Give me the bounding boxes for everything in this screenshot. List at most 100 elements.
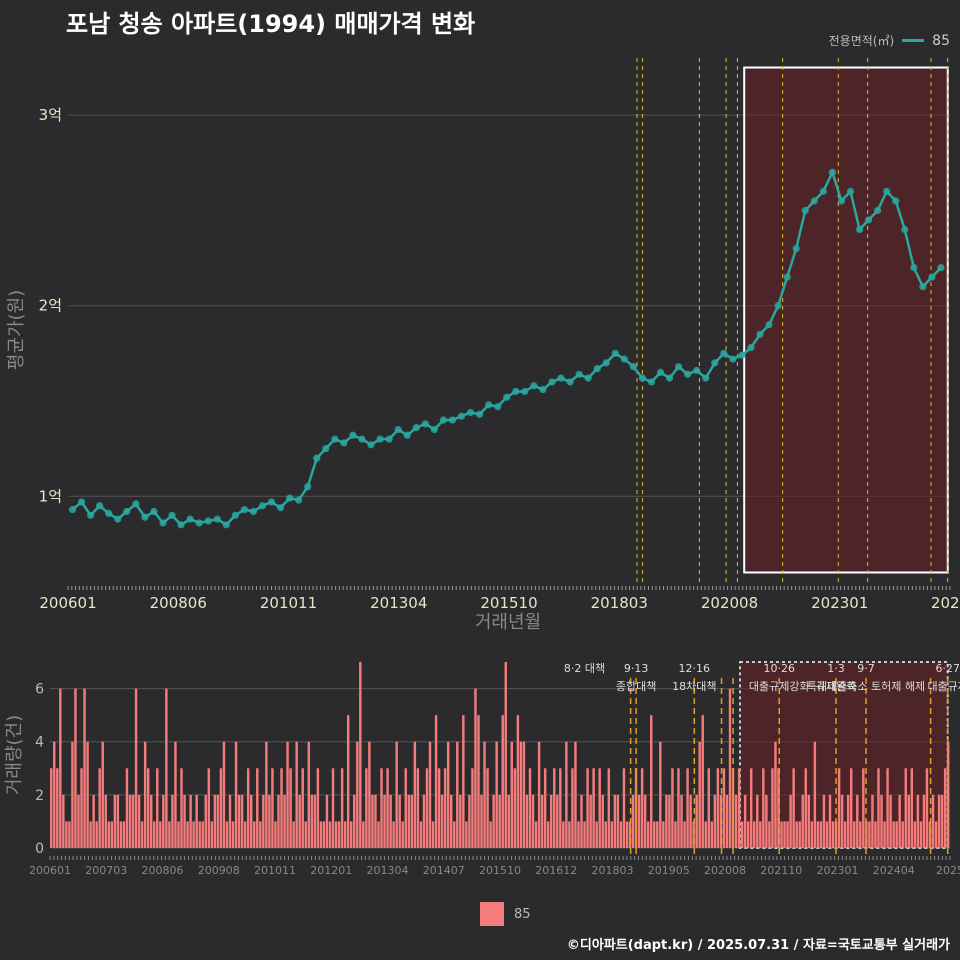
bottom-bar: [104, 794, 107, 848]
bottom-bar: [750, 768, 753, 848]
top-data-point: [901, 225, 909, 234]
bottom-bar: [210, 821, 214, 848]
bottom-bar: [813, 741, 817, 848]
bottom-bar: [395, 741, 398, 848]
bottom-bar: [250, 794, 253, 848]
bottom-bar: [646, 821, 650, 848]
bottom-bar: [489, 821, 492, 848]
bottom-bar: [107, 821, 111, 848]
bottom-bar: [753, 821, 756, 848]
bottom-bar: [340, 768, 344, 848]
bottom-bar: [413, 741, 417, 848]
bottom-bar: [301, 768, 304, 848]
bottom-bar: [50, 768, 53, 848]
legend-top: 전용면적(㎡) 85: [829, 32, 950, 49]
bottom-bar: [168, 821, 171, 848]
top-x-tick-label: 201304: [370, 594, 427, 612]
bottom-bar: [580, 794, 583, 848]
bottom-bar: [595, 821, 598, 848]
bottom-bar: [380, 768, 383, 848]
top-data-point: [928, 273, 936, 281]
bottom-bar: [465, 821, 468, 848]
bottom-bar: [371, 794, 374, 848]
bottom-bar: [113, 794, 117, 848]
top-data-point: [557, 374, 565, 382]
policy-label-line1: 9·7: [857, 662, 875, 675]
bottom-bar: [546, 821, 550, 848]
bottom-bar: [786, 821, 789, 848]
top-x-tick-label: 202301: [811, 594, 868, 612]
bottom-bar: [313, 794, 317, 848]
bottom-bar: [174, 741, 177, 848]
bottom-bar: [734, 794, 738, 848]
bottom-bar: [331, 768, 335, 848]
bottom-bar: [650, 715, 653, 848]
bottom-bar: [831, 821, 835, 848]
bottom-bar: [704, 821, 707, 848]
top-data-point: [801, 206, 809, 215]
top-data-point: [548, 378, 556, 386]
caption: ©디아파트(dapt.kr) / 2025.07.31 / 자료=국토교통부 실…: [566, 938, 950, 953]
top-data-point: [665, 374, 674, 382]
bottom-bar: [907, 794, 911, 848]
bottom-bar: [540, 794, 544, 848]
top-data-point: [774, 302, 782, 310]
bottom-bar: [919, 821, 923, 848]
bottom-bar: [471, 768, 474, 848]
policy-label-line2: 대출규제강화: [749, 680, 810, 693]
bottom-bar: [386, 768, 389, 848]
bottom-bar: [871, 794, 874, 848]
top-x-tick-label: 200601: [39, 594, 96, 612]
bottom-bar: [543, 768, 547, 848]
bottom-bar: [271, 768, 274, 848]
bottom-bar: [856, 794, 859, 848]
bottom-x-tick-label: 200601: [29, 864, 71, 877]
top-data-point: [765, 321, 773, 329]
bottom-bar: [895, 821, 898, 848]
policy-label-line1: 6·27: [935, 662, 960, 675]
bottom-bar: [86, 741, 89, 848]
top-data-point: [394, 425, 402, 434]
bottom-bar: [295, 741, 298, 848]
bottom-bar: [368, 741, 371, 848]
bottom-bar: [156, 768, 159, 848]
bottom-bar: [601, 794, 604, 848]
bottom-bar: [256, 768, 259, 848]
bottom-bar: [62, 794, 65, 848]
bottom-bar: [513, 768, 517, 848]
bottom-bar: [253, 821, 256, 848]
bottom-bar: [674, 821, 677, 848]
bottom-bar: [837, 768, 841, 848]
bottom-bar: [559, 768, 562, 848]
bottom-bar: [943, 768, 947, 848]
top-data-point: [195, 519, 203, 527]
bottom-bar: [337, 821, 341, 848]
bottom-bar: [428, 741, 432, 848]
bottom-bar: [401, 821, 404, 848]
top-data-point: [421, 420, 429, 428]
bottom-bar: [146, 768, 150, 848]
bottom-y-tick-label: 6: [35, 682, 44, 698]
top-data-point: [629, 363, 637, 371]
top-data-point: [738, 351, 746, 359]
top-data-point: [77, 498, 86, 506]
bottom-bar: [695, 794, 698, 848]
top-data-point: [855, 225, 864, 234]
bottom-bar: [240, 794, 244, 848]
bottom-bar: [453, 821, 456, 848]
bottom-bar: [177, 821, 180, 848]
bottom-bar: [759, 821, 762, 848]
bottom-bar: [880, 794, 883, 848]
bottom-bar: [643, 794, 647, 848]
top-data-point: [656, 368, 665, 376]
bottom-bar: [153, 821, 156, 848]
bottom-bar: [628, 821, 632, 848]
bottom-bar: [725, 794, 729, 848]
top-data-point: [186, 515, 194, 523]
bottom-bar: [589, 794, 592, 848]
top-data-point: [376, 435, 384, 443]
bottom-bar: [610, 821, 614, 848]
top-data-point: [96, 502, 104, 510]
top-y-axis-title: 평균가(원): [6, 290, 27, 370]
top-data-point: [792, 244, 800, 253]
